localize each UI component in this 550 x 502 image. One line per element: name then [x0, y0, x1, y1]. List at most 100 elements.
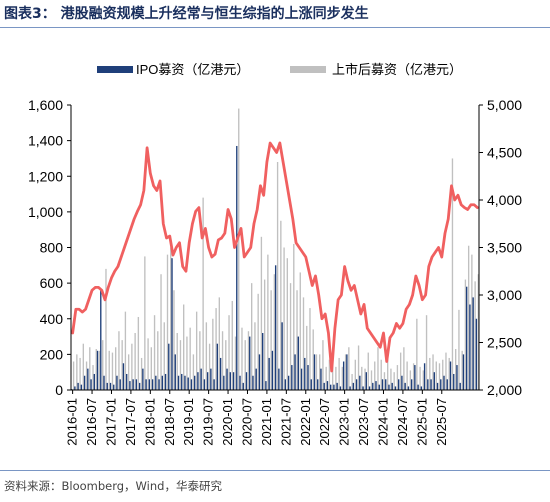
right-tick-label: 3,000 [487, 287, 522, 303]
left-tick-label: 1,200 [28, 168, 63, 184]
ipo-bar [349, 386, 351, 390]
ipo-bar [365, 372, 367, 390]
right-tick-label: 4,500 [487, 145, 522, 161]
ipo-bar [330, 384, 332, 390]
post-ipo-bar [273, 274, 276, 390]
ipo-bar [333, 384, 335, 390]
ipo-bar [194, 375, 196, 390]
x-tick-label: 2020-07 [239, 398, 254, 446]
chart-title: 图表3： 港股融资规模上升经常与恒生综指的上涨同步发生 [4, 6, 369, 22]
title-divider [0, 27, 550, 28]
ipo-bar [219, 357, 222, 390]
ipo-bar [375, 381, 377, 390]
post-ipo-bar [335, 366, 337, 390]
post-ipo-bar [296, 290, 298, 390]
post-ipo-bar [442, 359, 444, 390]
post-ipo-bar [137, 316, 140, 390]
ipo-bar [362, 386, 364, 390]
ipo-bar [313, 354, 316, 391]
post-ipo-bar [85, 361, 88, 390]
post-ipo-bar [115, 347, 117, 390]
right-tick-label: 3,500 [487, 240, 522, 256]
post-ipo-bar [254, 322, 256, 390]
post-ipo-bar [150, 347, 152, 390]
ipo-bar [446, 379, 448, 390]
ipo-bar [77, 382, 79, 391]
ipo-bar [174, 354, 176, 391]
left-tick-label: 200 [40, 346, 64, 362]
ipo-bar [391, 382, 393, 391]
post-ipo-bar [163, 322, 165, 390]
post-ipo-bar [79, 357, 81, 390]
ipo-bar [96, 350, 99, 390]
post-ipo-bar [157, 331, 159, 390]
post-ipo-bar [276, 162, 279, 390]
ipo-bar [372, 382, 374, 391]
ipo-bar [145, 379, 147, 390]
post-ipo-bar [134, 333, 136, 390]
x-tick-label: 2024-07 [395, 398, 410, 446]
post-ipo-bar [432, 354, 434, 391]
x-tick-label: 2020-01 [220, 398, 235, 446]
post-ipo-bar [102, 340, 104, 391]
ipo-bar [200, 368, 202, 391]
ipo-bar [352, 382, 355, 391]
right-tick-label: 4,000 [487, 192, 522, 208]
post-ipo-bar [412, 363, 415, 390]
ipo-bar [320, 368, 322, 391]
post-ipo-bar [315, 354, 318, 391]
ipo-bar [385, 379, 387, 390]
ipo-bar [410, 379, 413, 390]
ipo-bar [187, 377, 189, 390]
post-ipo-bar [218, 297, 220, 391]
ipo-bar [80, 384, 83, 390]
post-ipo-bar [306, 325, 308, 391]
post-ipo-bar [127, 354, 130, 391]
index-line [71, 141, 479, 373]
ipo-bar [453, 373, 455, 390]
ipo-bar [466, 286, 468, 390]
post-ipo-bar [221, 331, 224, 390]
post-ipo-bar [370, 370, 373, 390]
post-ipo-bar [429, 357, 431, 390]
left-tick-label: 400 [40, 311, 64, 327]
post-ipo-bar [228, 315, 230, 390]
post-ipo-bar [89, 347, 91, 390]
post-ipo-bar [387, 357, 389, 390]
post-ipo-bar [105, 268, 107, 391]
post-ipo-bar [173, 290, 175, 390]
hsci-line [71, 141, 479, 373]
right-tick-label: 5,000 [487, 97, 522, 113]
post-ipo-bar [263, 279, 266, 390]
chart-canvas: IPO募资（亿港元） 上市后募资（亿港元） 0 200 400 600 800 1,000 1… [28, 62, 522, 446]
ipo-bar [271, 350, 274, 390]
post-ipo-bar [241, 327, 243, 390]
ipo-bar [436, 382, 439, 391]
post-ipo-bar [341, 366, 344, 390]
x-tick-label: 2022-01 [298, 398, 313, 446]
post-ipo-bar [357, 345, 360, 390]
left-tick-label: 800 [40, 240, 64, 256]
x-tick-label: 2017-01 [103, 398, 118, 446]
ipo-bar [307, 365, 309, 390]
post-ipo-bar [406, 361, 408, 390]
ipo-bar [262, 333, 264, 390]
legend-swatch-ipo [97, 66, 133, 73]
ipo-bar [443, 375, 445, 390]
ipo-bar [326, 381, 329, 390]
right-tick-label: 2,500 [487, 335, 522, 351]
post-ipo-bar [244, 340, 246, 391]
post-ipo-bar [344, 354, 347, 391]
post-ipo-bar [147, 338, 149, 390]
source-note: 资料来源：Bloomberg，Wind，华泰研究 [4, 479, 222, 493]
ipo-bar [317, 379, 319, 390]
ipo-bar [420, 386, 423, 390]
x-tick-label: 2018-01 [142, 398, 157, 446]
axes: 0 200 400 600 800 1,000 1,200 1,400 1,600 2,000 2,… [28, 97, 522, 446]
post-ipo-bar [286, 258, 288, 390]
ipo-bar [206, 372, 209, 390]
ipo-bar [155, 375, 157, 390]
ipo-bar [213, 379, 215, 390]
ipo-bar [475, 318, 478, 390]
post-ipo-bar [348, 347, 350, 390]
